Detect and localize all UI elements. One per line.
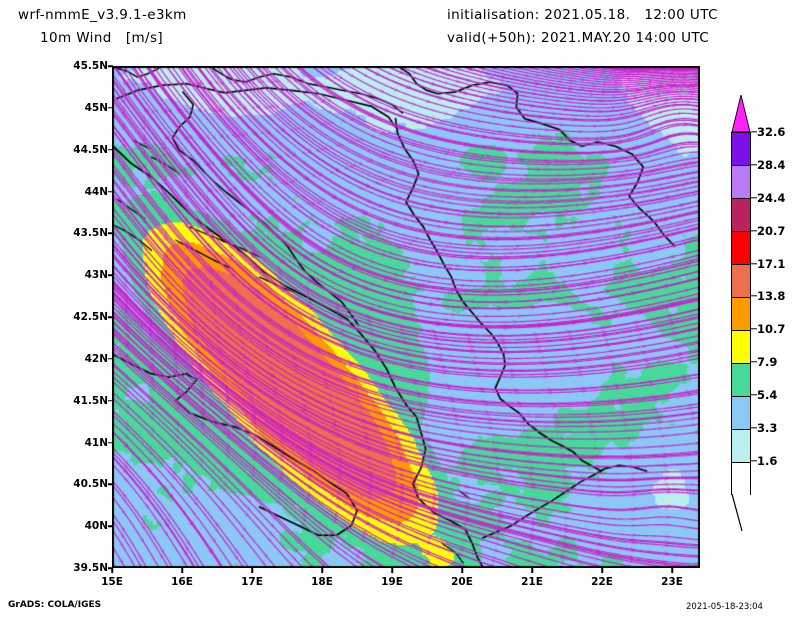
longitude-tick-mark <box>671 568 673 573</box>
colorbar-band <box>731 132 751 165</box>
colorbar-tick-label: 7.9 <box>757 355 778 369</box>
colorbar-bands <box>731 132 751 495</box>
latitude-tick-label: 40.5N <box>73 478 108 491</box>
latitude-tick-label: 44N <box>84 185 108 198</box>
latitude-tick-label: 44.5N <box>73 143 108 156</box>
colorbar-band <box>731 330 751 363</box>
colorbar-tick-mark <box>751 394 757 396</box>
longitude-tick-label: 22E <box>591 576 613 588</box>
longitude-tick-mark <box>321 568 323 573</box>
colorbar-tick-mark <box>751 460 757 462</box>
latitude-tick-mark <box>108 274 113 276</box>
latitude-tick-label: 43.5N <box>73 227 108 240</box>
latitude-tick-mark <box>108 65 113 67</box>
longitude-tick-label: 20E <box>451 576 473 588</box>
colorbar-tick-label: 3.3 <box>757 421 778 435</box>
colorbar-tick-label: 20.7 <box>757 224 786 238</box>
colorbar-tick-mark <box>751 230 757 232</box>
colorbar-band <box>731 297 751 330</box>
colorbar-band <box>731 264 751 297</box>
colorbar-top-arrow <box>731 95 751 133</box>
colorbar-tick-mark <box>751 164 757 166</box>
latitude-tick-mark <box>108 232 113 235</box>
longitude-tick-label: 15E <box>101 576 123 588</box>
colorbar-tick-label: 13.8 <box>757 289 786 303</box>
latitude-tick-label: 42.5N <box>73 311 108 323</box>
latitude-tick-mark <box>108 441 113 444</box>
colorbar-tick-label: 32.6 <box>757 125 786 139</box>
colorbar-band <box>731 198 751 231</box>
latitude-tick-mark <box>108 316 113 318</box>
model-title: wrf-nmmE_v3.9.1-e3km <box>18 7 187 23</box>
latitude-tick-label: 45N <box>84 101 108 114</box>
colorbar-tick-mark <box>751 361 757 363</box>
colorbar-tick-label: 1.6 <box>757 454 778 468</box>
colorbar-band <box>731 429 751 462</box>
longitude-tick-mark <box>181 568 183 573</box>
longitude-tick-label: 19E <box>381 576 403 588</box>
colorbar-tick-label: 28.4 <box>757 158 786 172</box>
colorbar-tick-label: 5.4 <box>757 388 778 402</box>
colorbar-tick-mark <box>751 263 757 265</box>
longitude-tick-label: 16E <box>171 576 193 588</box>
latitude-tick-mark <box>108 148 113 151</box>
colorbar-tick-label: 10.7 <box>757 322 786 336</box>
colorbar-tick-mark <box>751 427 757 429</box>
latitude-tick-label: 42N <box>84 352 108 365</box>
colorbar-band <box>731 396 751 429</box>
grads-credit: GrADS: COLA/IGES <box>8 600 102 610</box>
valid-time: valid(+50h): 2021.MAY.20 14:00 UTC <box>447 30 710 46</box>
longitude-tick-mark <box>461 568 463 573</box>
latitude-tick-label: 40N <box>84 520 108 533</box>
latitude-tick-mark <box>108 483 113 486</box>
colorbar-bottom-arrow <box>731 494 753 532</box>
longitude-tick-mark <box>601 568 603 573</box>
latitude-tick-label: 39.5N <box>73 562 108 574</box>
longitude-tick-mark <box>391 568 393 573</box>
latitude-tick-mark <box>108 567 113 569</box>
longitude-tick-label: 21E <box>521 576 543 588</box>
colorbar-band <box>731 462 751 495</box>
wind-speed-colorbar[interactable]: 32.6 28.4 24.4 20.7 17.1 13.8 10.7 7.9 5.4 3.3 1.6 <box>731 95 785 532</box>
longitude-tick-mark <box>111 568 113 573</box>
colorbar-tick-mark <box>751 131 757 133</box>
colorbar-tick-mark <box>751 197 757 199</box>
latitude-tick-label: 41N <box>84 436 108 449</box>
latitude-tick-mark <box>108 525 113 527</box>
field-title: 10m Wind [m/s] <box>40 30 164 46</box>
colorbar-tick-label: 24.4 <box>757 191 786 205</box>
colorbar-band <box>731 231 751 264</box>
latitude-tick-label: 45.5N <box>73 60 108 72</box>
longitude-tick-mark <box>251 568 253 573</box>
colorbar-tick-mark <box>751 295 757 297</box>
initialisation-time: initialisation: 2021.05.18. 12:00 UTC <box>447 7 718 23</box>
latitude-tick-mark <box>108 358 113 360</box>
latitude-tick-mark <box>108 190 113 193</box>
colorbar-tick-mark <box>751 328 757 330</box>
render-timestamp: 2021-05-18-23:04 <box>686 602 763 612</box>
wind-speed-map <box>113 67 699 567</box>
latitude-tick-mark <box>108 399 113 402</box>
longitude-tick-label: 23E <box>661 576 683 588</box>
map-plot-area[interactable] <box>112 66 700 568</box>
colorbar-band <box>731 363 751 396</box>
colorbar-band <box>731 165 751 198</box>
latitude-tick-mark <box>108 107 113 109</box>
longitude-tick-label: 18E <box>311 576 333 588</box>
longitude-axis: 15E 16E 17E 18E 19E 20E 21E 22E 23E <box>101 568 700 594</box>
longitude-tick-label: 17E <box>241 576 263 588</box>
latitude-axis: 45.5N 45N 44.5N 44N 43.5N 43N 42.5N 42N 41.5N 41N… <box>46 60 113 574</box>
latitude-tick-label: 43N <box>84 269 108 282</box>
latitude-tick-label: 41.5N <box>73 394 108 407</box>
longitude-tick-mark <box>531 568 533 573</box>
colorbar-tick-label: 17.1 <box>757 257 786 271</box>
